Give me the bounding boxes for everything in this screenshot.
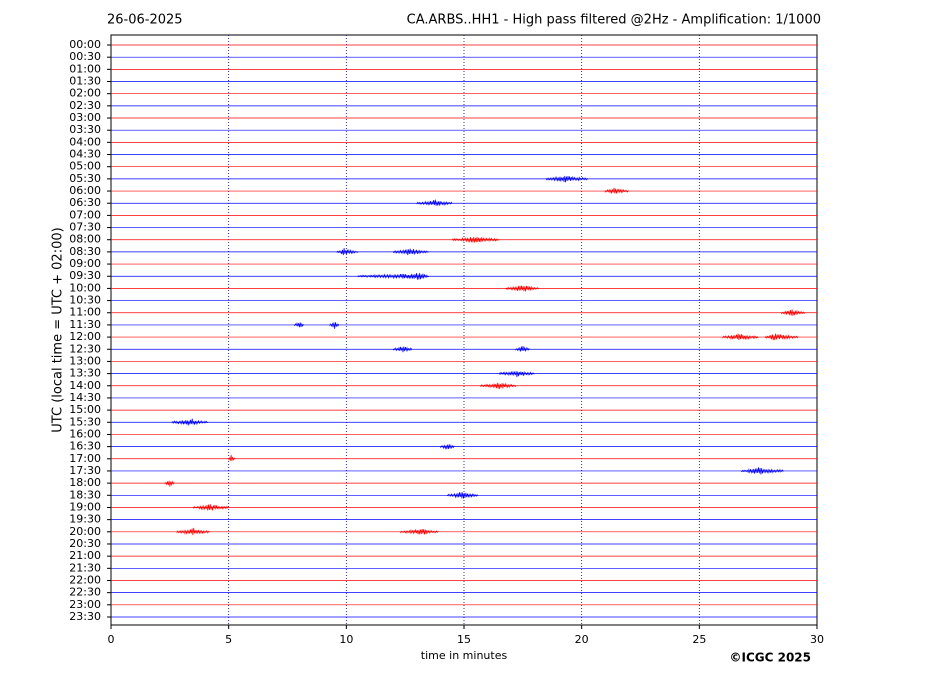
y-tick-label: 21:00 [69,549,101,562]
y-tick-label: 03:00 [69,111,101,124]
event [393,346,413,353]
event [416,199,453,207]
event [515,345,530,353]
event [781,309,806,316]
event [447,492,479,499]
x-tick-label: 0 [108,633,115,646]
y-tick-label: 17:30 [69,464,101,477]
event [480,382,517,390]
y-tick-label: 06:00 [69,184,101,197]
event [546,175,589,183]
x-tick-label: 30 [810,633,824,646]
y-tick-label: 08:30 [69,245,101,258]
y-tick-label: 09:30 [69,269,101,282]
y-tick-label: 23:00 [69,598,101,611]
event [400,528,439,535]
y-tick-label: 21:30 [69,561,101,574]
y-tick-label: 04:00 [69,135,101,148]
chart-title: CA.ARBS..HH1 - High pass filtered @2Hz -… [407,13,821,28]
y-tick-label: 01:30 [69,75,101,88]
event [228,454,236,461]
y-tick-label: 19:00 [69,500,101,513]
y-tick-label: 17:00 [69,452,101,465]
event [171,418,208,426]
event [764,333,799,341]
x-tick-label: 15 [457,633,471,646]
y-tick-label: 23:30 [69,610,101,623]
y-tick-label: 12:00 [69,330,101,343]
y-tick-label: 15:30 [69,415,101,428]
y-tick-label: 15:00 [69,403,101,416]
event [193,504,229,511]
y-tick-label: 10:00 [69,281,101,294]
y-tick-label: 00:00 [69,38,101,51]
y-tick-label: 05:30 [69,172,101,185]
event [451,236,499,243]
y-tick-label: 07:30 [69,221,101,234]
y-tick-label: 07:00 [69,208,101,221]
y-tick-label: 18:30 [69,488,101,501]
y-tick-label: 19:30 [69,513,101,526]
event [498,370,535,378]
y-axis-label: UTC (local time = UTC + 02:00) [51,227,66,432]
y-tick-label: 12:30 [69,342,101,355]
x-tick-label: 20 [575,633,589,646]
y-tick-label: 16:30 [69,440,101,453]
event [336,247,358,256]
y-tick-label: 04:30 [69,148,101,161]
y-tick-label: 13:00 [69,354,101,367]
event [176,527,210,536]
y-tick-label: 03:30 [69,123,101,136]
y-tick-label: 22:00 [69,573,101,586]
event [604,187,629,194]
event [741,467,784,475]
y-tick-label: 22:30 [69,586,101,599]
y-tick-label: 20:00 [69,525,101,538]
y-tick-label: 06:30 [69,196,101,209]
y-tick-label: 09:00 [69,257,101,270]
event [294,321,304,328]
event [506,285,540,292]
y-tick-label: 16:00 [69,427,101,440]
event [164,480,175,487]
y-tick-label: 08:00 [69,233,101,246]
event [440,443,455,450]
y-tick-label: 14:30 [69,391,101,404]
y-tick-label: 01:00 [69,62,101,75]
y-tick-label: 11:30 [69,318,101,331]
y-tick-label: 14:00 [69,379,101,392]
event [393,248,429,256]
date: 26-06-2025 [107,13,183,28]
x-axis-label: time in minutes [421,649,508,662]
x-tick-label: 25 [692,633,706,646]
event [722,333,759,341]
y-tick-label: 10:30 [69,294,101,307]
x-tick-label: 10 [339,633,353,646]
y-tick-label: 13:30 [69,367,101,380]
y-tick-label: 18:00 [69,476,101,489]
x-tick-label: 5 [225,633,232,646]
y-tick-label: 00:30 [69,50,101,63]
y-tick-label: 05:00 [69,160,101,173]
y-tick-label: 20:30 [69,537,101,550]
credit: ©ICGC 2025 [729,651,811,665]
y-tick-label: 11:00 [69,306,101,319]
event [357,272,429,280]
event [329,322,340,329]
y-tick-label: 02:30 [69,99,101,112]
y-tick-label: 02:00 [69,87,101,100]
